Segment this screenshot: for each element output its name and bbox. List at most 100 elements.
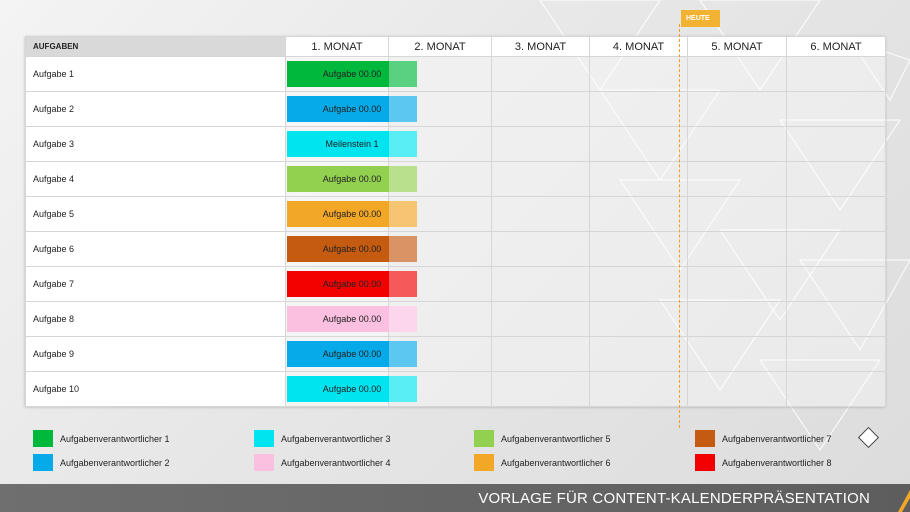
month-cell xyxy=(786,231,886,267)
legend: Aufgabenverantwortlicher 1 Aufgabenverant… xyxy=(33,430,853,471)
task-row: Aufgabe 5 Aufgabe 00.00 xyxy=(25,196,886,232)
task-row: Aufgabe 10 Aufgabe 00.00 xyxy=(25,371,886,407)
month-cell xyxy=(687,371,787,407)
month-cell xyxy=(388,231,492,267)
task-name: Aufgabe 5 xyxy=(25,196,286,232)
today-line xyxy=(679,24,680,428)
month-cell: Aufgabe 00.00 xyxy=(285,371,417,407)
month-cell xyxy=(589,196,688,232)
month-cell xyxy=(687,231,787,267)
legend-label: Aufgabenverantwortlicher 2 xyxy=(60,457,170,468)
legend-swatch xyxy=(254,430,274,447)
legend-item: Aufgabenverantwortlicher 6 xyxy=(474,454,611,471)
month-cell: Aufgabe 00.00 xyxy=(285,266,417,302)
month-header-4: 4. MONAT xyxy=(589,36,688,57)
task-name: Aufgabe 8 xyxy=(25,301,286,337)
month-cell xyxy=(786,126,886,162)
month-cell xyxy=(388,336,492,372)
month-cell xyxy=(388,371,492,407)
month-cell xyxy=(687,301,787,337)
legend-item: Aufgabenverantwortlicher 3 xyxy=(254,430,391,447)
month-cell xyxy=(388,161,492,197)
month-cell: Aufgabe 00.00 xyxy=(285,56,417,92)
legend-label: Aufgabenverantwortlicher 3 xyxy=(281,433,391,444)
month-cell: Aufgabe 00.00 xyxy=(285,231,417,267)
footer-bar: VORLAGE FÜR CONTENT-KALENDERPRÄSENTATION xyxy=(0,484,910,512)
month-cell xyxy=(589,91,688,127)
task-name: Aufgabe 9 xyxy=(25,336,286,372)
month-cell xyxy=(589,336,688,372)
task-name: Aufgabe 6 xyxy=(25,231,286,267)
month-cell xyxy=(388,301,492,337)
month-cell xyxy=(786,266,886,302)
month-cell xyxy=(491,91,590,127)
task-row: Aufgabe 6 Aufgabe 00.00 xyxy=(25,231,886,267)
month-cell xyxy=(491,231,590,267)
month-cell xyxy=(388,56,492,92)
legend-item: Aufgabenverantwortlicher 8 xyxy=(695,454,832,471)
month-cell xyxy=(388,91,492,127)
legend-swatch xyxy=(474,454,494,471)
legend-swatch xyxy=(33,454,53,471)
month-cell xyxy=(687,126,787,162)
task-column-header: AUFGABEN xyxy=(25,36,286,57)
month-cell xyxy=(589,126,688,162)
month-cell: Meilenstein 1 xyxy=(285,126,417,162)
month-cell xyxy=(786,336,886,372)
month-cell xyxy=(491,126,590,162)
task-name: Aufgabe 4 xyxy=(25,161,286,197)
footer-title: VORLAGE FÜR CONTENT-KALENDERPRÄSENTATION xyxy=(478,490,870,507)
month-cell xyxy=(589,266,688,302)
legend-item: Aufgabenverantwortlicher 7 xyxy=(695,430,832,447)
task-row: Aufgabe 1 Aufgabe 00.00 xyxy=(25,56,886,92)
task-row: Aufgabe 8 Aufgabe 00.00 xyxy=(25,301,886,337)
task-name: Aufgabe 3 xyxy=(25,126,286,162)
month-cell: Aufgabe 00.00 xyxy=(285,91,417,127)
legend-label: Aufgabenverantwortlicher 7 xyxy=(722,433,832,444)
legend-item: Aufgabenverantwortlicher 2 xyxy=(33,454,170,471)
task-row: Aufgabe 2 Aufgabe 00.00 xyxy=(25,91,886,127)
month-header-6: 6. MONAT xyxy=(786,36,886,57)
month-cell xyxy=(589,231,688,267)
today-badge: HEUTE xyxy=(681,10,720,27)
legend-item: Aufgabenverantwortlicher 5 xyxy=(474,430,611,447)
legend-label: Aufgabenverantwortlicher 4 xyxy=(281,457,391,468)
month-cell xyxy=(491,336,590,372)
task-name: Aufgabe 10 xyxy=(25,371,286,407)
month-cell xyxy=(388,266,492,302)
month-cell xyxy=(786,371,886,407)
month-cell xyxy=(491,196,590,232)
task-row: Aufgabe 9 Aufgabe 00.00 xyxy=(25,336,886,372)
legend-item: Aufgabenverantwortlicher 4 xyxy=(254,454,391,471)
month-cell xyxy=(687,56,787,92)
month-cell xyxy=(687,196,787,232)
legend-label: Aufgabenverantwortlicher 5 xyxy=(501,433,611,444)
header-row: AUFGABEN 1. MONAT 2. MONAT 3. MONAT 4. M… xyxy=(25,36,886,57)
legend-label: Aufgabenverantwortlicher 6 xyxy=(501,457,611,468)
month-cell xyxy=(491,56,590,92)
task-name: Aufgabe 1 xyxy=(25,56,286,92)
month-cell xyxy=(589,161,688,197)
footer-accent-stripe xyxy=(898,490,910,512)
gantt-chart: AUFGABEN 1. MONAT 2. MONAT 3. MONAT 4. M… xyxy=(25,36,886,407)
task-row: Aufgabe 4 Aufgabe 00.00 xyxy=(25,161,886,197)
month-cell xyxy=(687,161,787,197)
month-header-1: 1. MONAT xyxy=(285,36,389,57)
month-cell: Aufgabe 00.00 xyxy=(285,161,417,197)
month-cell: Aufgabe 00.00 xyxy=(285,336,417,372)
legend-label: Aufgabenverantwortlicher 8 xyxy=(722,457,832,468)
legend-label: Aufgabenverantwortlicher 1 xyxy=(60,433,170,444)
task-row: Aufgabe 3 Meilenstein 1 xyxy=(25,126,886,162)
month-cell: Aufgabe 00.00 xyxy=(285,196,417,232)
month-cell: Aufgabe 00.00 xyxy=(285,301,417,337)
month-header-3: 3. MONAT xyxy=(491,36,590,57)
legend-swatch xyxy=(33,430,53,447)
legend-swatch xyxy=(695,454,715,471)
month-cell xyxy=(687,266,787,302)
month-cell xyxy=(786,301,886,337)
month-cell xyxy=(388,196,492,232)
task-name: Aufgabe 2 xyxy=(25,91,286,127)
task-name: Aufgabe 7 xyxy=(25,266,286,302)
month-cell xyxy=(491,301,590,337)
month-cell xyxy=(491,371,590,407)
